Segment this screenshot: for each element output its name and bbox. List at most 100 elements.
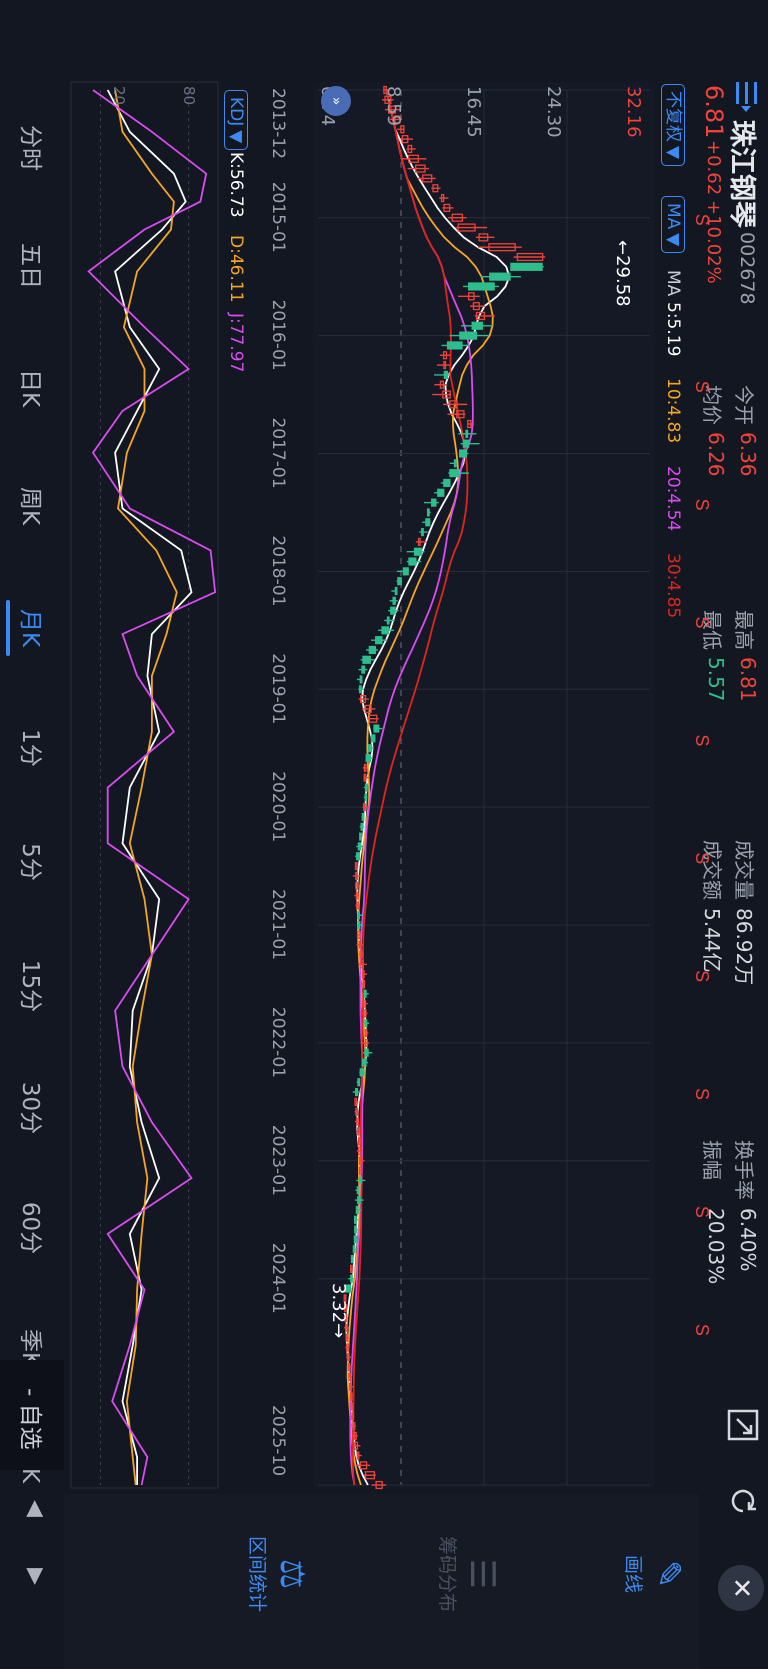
candle-body [417, 537, 421, 546]
refresh-icon[interactable] [722, 1484, 760, 1518]
tab-5min[interactable]: 5分 [17, 843, 43, 881]
date-axis-tick: 2013-12 [268, 88, 288, 160]
tool-panel: ✎ 画线 ☰ 筹码分布 ⚖ 区间统计 [64, 1494, 698, 1669]
candle-body [352, 1245, 356, 1254]
candle-body [375, 636, 383, 645]
tab-week-k[interactable]: 周K [17, 486, 43, 526]
range-stats-icon: ⚖ [272, 1558, 312, 1590]
candle-body [363, 1009, 367, 1018]
candle-body [365, 753, 372, 763]
prev-stock-icon[interactable]: ◀ [23, 1500, 48, 1517]
candle-body [383, 85, 387, 95]
candlestick-chart[interactable]: S S S S S S S S S S [64, 0, 768, 1494]
candle-body [413, 547, 423, 556]
candle-body [358, 1156, 363, 1165]
date-axis-tick: 2015-01 [268, 181, 288, 253]
candle-body [353, 1235, 358, 1244]
candle-body [349, 1392, 353, 1401]
draw-line-tool[interactable]: ✎ 画线 [621, 1494, 688, 1654]
candle-body [346, 1353, 350, 1362]
candle-body [364, 1038, 368, 1048]
candle-body [354, 1441, 359, 1450]
candle-body [362, 803, 366, 812]
kdj-d-value: D:46.11 [226, 235, 246, 303]
candle-body [356, 930, 361, 939]
candle-body [354, 1087, 359, 1097]
candle-body [364, 1029, 368, 1038]
candle-body [347, 1363, 351, 1372]
close-button[interactable]: ✕ [718, 1565, 764, 1611]
tab-month-k[interactable]: 月K [17, 608, 43, 648]
kdj-panel [70, 81, 219, 1489]
chip-distribution-tool[interactable]: ☰ 筹码分布 [435, 1494, 502, 1654]
price-axis-tick: 16.45 [463, 86, 484, 138]
candle-body [453, 459, 457, 468]
candle-body [439, 380, 444, 389]
candle-body [359, 950, 363, 959]
s-marker: S [692, 1206, 712, 1218]
candle-body [354, 862, 358, 871]
tab-30min[interactable]: 30分 [17, 1081, 43, 1135]
candle-body [467, 419, 472, 429]
date-axis-tick: 2023-01 [268, 1124, 288, 1196]
candle-body [459, 449, 468, 458]
candle-body [381, 626, 390, 635]
candle-body [357, 1127, 360, 1136]
tab-five-day[interactable]: 五日 [17, 243, 43, 289]
candle-body [351, 1412, 355, 1421]
candle-body [368, 645, 377, 655]
candle-body [354, 1097, 358, 1106]
candle-body [357, 920, 361, 930]
tab-60min[interactable]: 60分 [17, 1201, 43, 1255]
price-axis-tick: 24.30 [543, 86, 564, 138]
draw-line-icon: ✎ [648, 1559, 688, 1589]
candle-body [440, 193, 445, 203]
candle-body [345, 1323, 348, 1332]
s-marker: S [692, 734, 712, 746]
s-marker: S [692, 852, 712, 864]
s-marker: S [692, 616, 712, 628]
add-watchlist-button[interactable]: - 自选 [17, 1388, 43, 1450]
candle-body [350, 1274, 353, 1283]
candle-body [355, 891, 359, 900]
candle-body [386, 616, 390, 625]
candle-body [401, 135, 409, 144]
candle-body [364, 1471, 376, 1480]
candle-body [357, 842, 362, 851]
menu-icon[interactable] [728, 82, 760, 112]
candle-body [408, 557, 417, 566]
candle-body [465, 429, 469, 438]
kdj-axis-tick: 20 [110, 86, 128, 106]
date-axis-tick: 2017-01 [268, 417, 288, 489]
candle-body [354, 1215, 357, 1224]
range-stats-tool[interactable]: ⚖ 区间统计 [245, 1494, 312, 1654]
tab-minute[interactable]: 分时 [17, 125, 43, 171]
candle-body [457, 223, 476, 232]
candle-body [357, 1078, 361, 1087]
candle-body [456, 410, 465, 419]
candle-body [467, 292, 475, 301]
candle-body [343, 1294, 347, 1303]
kdj-k-value: K:56.73 [226, 152, 246, 218]
tab-day-k[interactable]: 日K [17, 368, 43, 408]
candle-body [355, 1205, 359, 1215]
low-marker: 3.32→ [328, 1283, 349, 1339]
price-axis-tick: 8.59 [383, 86, 404, 127]
candle-body [361, 970, 365, 979]
s-marker: S [692, 214, 712, 226]
candle-body [357, 1137, 361, 1146]
candle-body [475, 311, 486, 321]
date-axis-tick: 2016-01 [268, 299, 288, 371]
candle-body [364, 793, 368, 802]
tab-1min[interactable]: 1分 [17, 729, 43, 767]
candle-body [363, 763, 367, 772]
candle-body [478, 233, 489, 242]
s-marker: S [692, 1088, 712, 1100]
tab-15min[interactable]: 15分 [17, 959, 43, 1013]
candle-body [349, 1382, 352, 1391]
fullscreen-icon[interactable] [722, 1408, 760, 1442]
next-stock-icon[interactable]: ▶ [23, 1568, 48, 1585]
candle-body [363, 999, 367, 1008]
kdj-dropdown[interactable]: KDJ ▼ [224, 90, 248, 151]
collapse-button[interactable]: » [321, 86, 351, 116]
